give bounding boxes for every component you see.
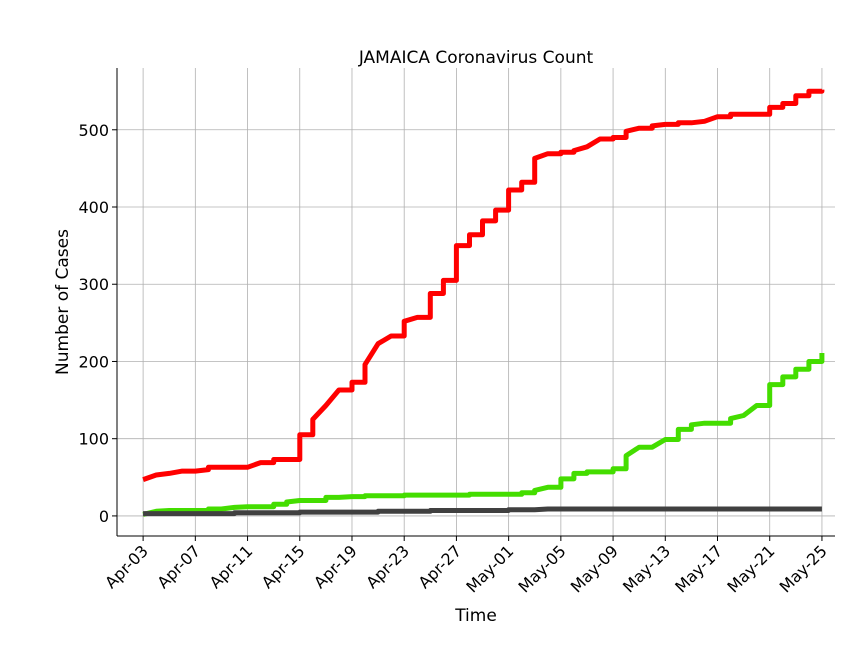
- chart-title: JAMAICA Coronavirus Count: [358, 48, 594, 68]
- y-tick-label: 500: [78, 121, 109, 140]
- series-line-3: [143, 506, 822, 517]
- x-tick-label: May-01: [462, 541, 517, 596]
- x-tick-label: Apr-23: [362, 541, 413, 592]
- y-axis-label: Number of Cases: [53, 229, 73, 375]
- grid: [117, 68, 835, 536]
- y-ticks: 0 100 200 300 400 500: [78, 121, 117, 526]
- series-lines: [142, 88, 825, 517]
- y-tick-label: 300: [78, 275, 109, 294]
- x-tick-label: Apr-11: [206, 541, 257, 592]
- x-tick-label: Apr-03: [101, 541, 152, 592]
- x-tick-label: May-09: [567, 541, 622, 596]
- x-tick-label: Apr-07: [153, 541, 204, 592]
- y-tick-label: 100: [78, 430, 109, 449]
- series-line-1: [142, 88, 825, 482]
- x-axis-label: Time: [454, 606, 497, 626]
- x-tick-label: May-05: [515, 541, 570, 596]
- x-tick-label: Apr-15: [258, 541, 309, 592]
- axes: [116, 68, 835, 537]
- series-line-2: [142, 353, 825, 517]
- x-tick-label: May-21: [723, 541, 778, 596]
- x-ticks: Apr-03 Apr-07 Apr-11 Apr-15 Apr-19 Apr-23 Apr-…: [101, 536, 831, 597]
- x-tick-label: May-25: [776, 541, 831, 596]
- y-tick-label: 400: [78, 198, 109, 217]
- x-tick-label: May-17: [671, 541, 726, 596]
- y-tick-label: 0: [99, 507, 109, 526]
- y-tick-label: 200: [78, 352, 109, 371]
- x-tick-label: Apr-27: [414, 541, 465, 592]
- x-tick-label: Apr-19: [310, 541, 361, 592]
- x-tick-label: May-13: [619, 541, 674, 596]
